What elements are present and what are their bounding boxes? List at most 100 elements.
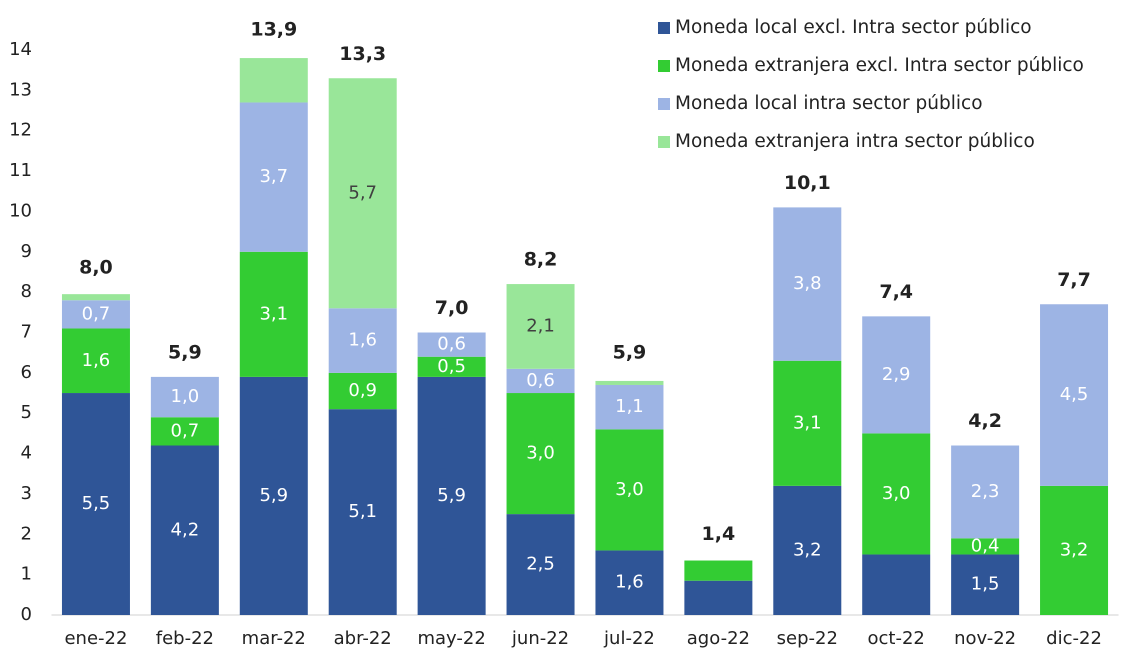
data-label: 0,6 [526,370,555,391]
y-tick-label: 5 [21,402,32,423]
bar-segment [417,332,486,357]
data-label: 3,2 [1060,539,1089,560]
data-label: 1,6 [348,330,377,351]
bar-segment [506,284,575,369]
bar-segment [61,328,130,394]
y-tick-label: 10 [9,200,32,221]
bar-segment [61,393,130,615]
total-label: 1,4 [702,523,736,545]
x-tick-label: nov-22 [954,628,1016,649]
y-tick-label: 7 [21,322,32,343]
bar-segment [595,429,664,551]
legend-label: Moneda local intra sector público [675,93,983,114]
legend-label: Moneda local excl. Intra sector público [675,17,1032,38]
bar-segment [951,554,1020,615]
y-tick-label: 6 [21,362,32,383]
bar-segment [773,360,842,486]
bar-segment [506,514,575,615]
data-label: 5,9 [259,485,288,506]
bar-segment [328,308,397,373]
data-label: 3,7 [259,166,288,187]
bar-segment [862,316,931,434]
bar-segment [1040,485,1109,615]
bar-segment [150,445,219,615]
data-label: 3,0 [882,483,911,504]
x-tick-label: ene-22 [64,628,127,649]
legend-label: Moneda extranjera excl. Intra sector púb… [675,55,1084,76]
data-label: 5,1 [348,501,377,522]
y-tick-label: 11 [9,160,32,181]
y-tick-label: 8 [21,281,32,302]
bar-segment [239,102,308,252]
data-label: 1,6 [615,572,644,593]
data-label: 5,7 [348,182,377,203]
total-label: 8,2 [524,249,558,271]
x-tick-label: may-22 [417,628,485,649]
bar-segment [684,580,753,615]
data-label: 0,6 [437,334,466,355]
bar-segment [417,376,486,615]
bar-segment [1040,304,1109,486]
data-label: 5,9 [437,485,466,506]
data-label: 4,2 [171,519,200,540]
data-label: 3,1 [259,303,288,324]
x-tick-label: feb-22 [156,628,214,649]
x-tick-label: abr-22 [334,628,392,649]
total-label: 7,0 [435,297,469,319]
total-label: 5,9 [168,341,202,363]
bar-segment [595,380,664,385]
total-label: 10,1 [784,172,831,194]
data-label: 2,1 [526,315,555,336]
y-tick-label: 0 [21,604,32,625]
bar-segment [239,251,308,377]
bar-segment [417,356,486,377]
y-tick-label: 3 [21,483,32,504]
total-label: 7,4 [879,281,913,303]
data-label: 3,8 [793,273,822,294]
bar-segment [150,417,219,446]
y-tick-label: 12 [9,120,32,141]
y-tick-label: 1 [21,564,32,585]
bar-segment [862,433,931,555]
legend-swatch [658,60,670,72]
data-label: 3,1 [793,412,822,433]
y-tick-label: 9 [21,241,32,262]
legend-swatch [658,22,670,34]
data-label: 0,7 [82,303,111,324]
bar-segment [773,207,842,361]
data-label: 0,4 [971,535,1000,556]
total-label: 7,7 [1057,269,1091,291]
total-label: 8,0 [79,257,113,279]
data-label: 3,0 [615,479,644,500]
x-tick-label: jul-22 [603,628,655,649]
x-tick-label: jun-22 [511,628,569,649]
legend-swatch [658,136,670,148]
data-label: 0,9 [348,380,377,401]
bar-segment [150,376,219,418]
bar-segment [862,554,931,615]
data-label: 3,2 [793,539,822,560]
bar-segment [951,538,1020,555]
x-tick-label: sep-22 [777,628,838,649]
legend-label: Moneda extranjera intra sector público [675,131,1035,152]
bar-segment [506,368,575,394]
total-label: 5,9 [613,341,647,363]
legend-swatch [658,98,670,110]
bar-segment [595,550,664,615]
bar-segment [951,445,1020,539]
data-label: 4,5 [1060,384,1089,405]
data-label: 3,0 [526,443,555,464]
data-label: 1,1 [615,396,644,417]
data-label: 2,3 [971,481,1000,502]
data-label: 2,5 [526,554,555,575]
bar-segment [506,393,575,515]
bar-segment [328,372,397,410]
y-tick-label: 2 [21,523,32,544]
x-tick-label: mar-22 [242,628,306,649]
bar-segment [328,409,397,615]
total-label: 13,3 [339,43,386,65]
total-label: 13,9 [250,19,297,41]
bar-segment [61,300,130,329]
y-tick-label: 13 [9,79,32,100]
